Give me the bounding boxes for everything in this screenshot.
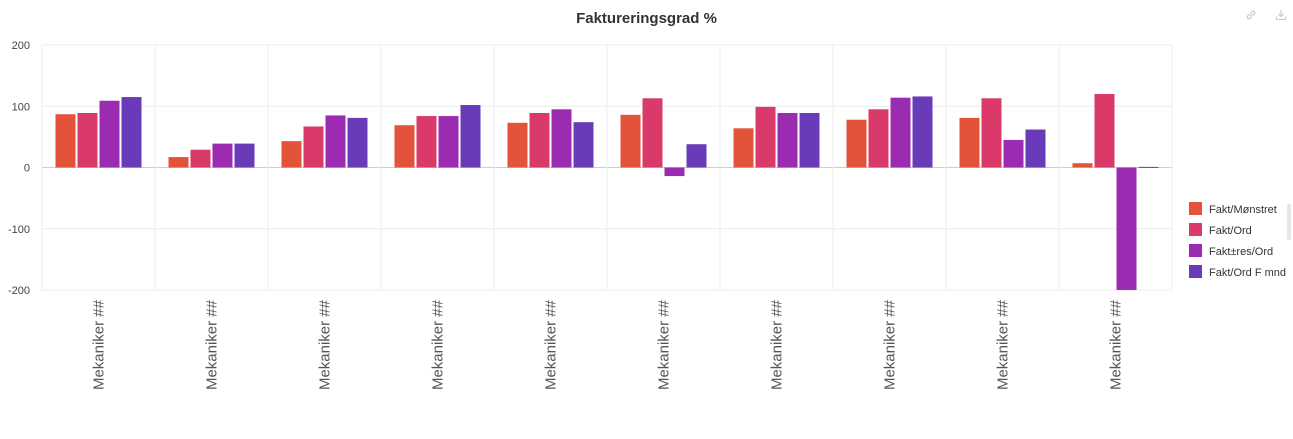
chart-title: Faktureringsgrad % [576, 10, 717, 27]
bar [620, 114, 641, 168]
x-tick-label: Mekaniker ## [1108, 299, 1125, 390]
bar [1116, 167, 1137, 290]
x-tick-label: Mekaniker ## [204, 299, 221, 390]
legend-label: Fakt/Mønstret [1209, 204, 1277, 216]
y-tick-label: 200 [12, 40, 30, 52]
y-tick-label: 0 [24, 163, 30, 175]
bar [99, 100, 120, 168]
x-tick-label: Mekaniker ## [430, 299, 447, 390]
bar [121, 97, 142, 168]
bar [1025, 129, 1046, 168]
bar [234, 143, 255, 168]
x-tick-label: Mekaniker ## [769, 299, 786, 390]
legend-label: Fakt±res/Ord [1209, 246, 1273, 258]
bar [642, 98, 663, 168]
bar [394, 125, 415, 168]
x-tick-label: Mekaniker ## [543, 299, 560, 390]
bar [868, 109, 889, 168]
bar [347, 117, 368, 168]
legend-swatch [1189, 223, 1202, 236]
bar [1072, 163, 1093, 168]
bar [438, 116, 459, 168]
bar [664, 167, 685, 177]
bar [733, 128, 754, 168]
bar [912, 96, 933, 168]
bar [1094, 94, 1115, 168]
bar [686, 144, 707, 168]
bar [190, 149, 211, 168]
bar [77, 112, 98, 168]
bar [573, 122, 594, 168]
download-icon[interactable] [1273, 7, 1289, 23]
bar [981, 98, 1002, 168]
legend-label: Fakt/Ord F mnd [1209, 267, 1286, 279]
y-tick-label: -100 [8, 224, 30, 236]
bar [529, 112, 550, 168]
bar [325, 115, 346, 168]
bar [507, 122, 528, 168]
x-tick-label: Mekaniker ## [995, 299, 1012, 390]
y-tick-label: 100 [12, 101, 30, 113]
bar [303, 126, 324, 168]
bar [281, 141, 302, 168]
legend-scrollbar[interactable] [1287, 204, 1291, 240]
bar [416, 116, 437, 168]
bar [212, 143, 233, 168]
legend-label: Fakt/Ord [1209, 225, 1252, 237]
bar [551, 109, 572, 168]
legend-swatch [1189, 244, 1202, 257]
bar [55, 114, 76, 168]
legend-swatch [1189, 202, 1202, 215]
y-tick-label: -200 [8, 285, 30, 297]
x-tick-label: Mekaniker ## [317, 299, 334, 390]
bar [1003, 139, 1024, 168]
link-icon[interactable] [1243, 7, 1259, 23]
bar [959, 117, 980, 168]
bar [777, 112, 798, 168]
bar [755, 106, 776, 168]
bar [799, 112, 820, 168]
x-tick-label: Mekaniker ## [91, 299, 108, 390]
bar [460, 105, 481, 168]
bar [890, 97, 911, 168]
legend-swatch [1189, 265, 1202, 278]
x-tick-label: Mekaniker ## [656, 299, 673, 390]
bar [846, 119, 867, 168]
bar [1138, 166, 1159, 168]
x-tick-label: Mekaniker ## [882, 299, 899, 390]
bar [168, 157, 189, 168]
